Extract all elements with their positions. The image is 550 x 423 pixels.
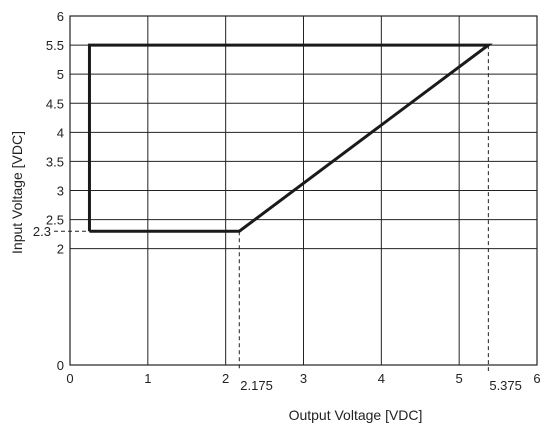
annotation-labels: 2.3 2.175 5.375: [33, 224, 522, 393]
x-tick-label: 4: [378, 371, 385, 386]
y-annotation-label: 2.3: [33, 224, 51, 239]
operating-region-line: [87, 43, 493, 233]
plot-frame: [69, 15, 538, 366]
y-tick-label: 5: [57, 67, 64, 82]
x-tick-label: 1: [144, 371, 151, 386]
x-tick-label: 3: [300, 371, 307, 386]
y-tick-label: 3: [57, 184, 64, 199]
y-tick-label: 2: [57, 242, 64, 257]
x-tick-label: 0: [66, 371, 73, 386]
x-annotation-label: 2.175: [240, 378, 273, 393]
guide-lines: [54, 45, 489, 371]
series-group: [87, 43, 493, 233]
x-tick-label: 2: [222, 371, 229, 386]
y-tick-label: 2.5: [46, 213, 64, 228]
y-tick-labels: 0 2 2.5 3 3.5 4 4.5 5 5.5 6: [46, 9, 64, 373]
x-axis-label: Output Voltage [VDC]: [289, 407, 423, 423]
y-tick-label: 4.5: [46, 96, 64, 111]
grid: [69, 15, 538, 366]
y-tick-label: 4: [57, 125, 64, 140]
x-annotation-label: 5.375: [489, 378, 522, 393]
y-tick-label: 5.5: [46, 38, 64, 53]
x-tick-label: 5: [456, 371, 463, 386]
y-axis-label: Input Voltage [VDC]: [9, 131, 25, 254]
y-tick-label: 0: [57, 358, 64, 373]
y-tick-label: 3.5: [46, 154, 64, 169]
x-tick-labels: 0 1 2 3 4 5 6: [66, 371, 540, 386]
y-tick-label: 6: [57, 9, 64, 24]
x-tick-label: 6: [533, 371, 540, 386]
